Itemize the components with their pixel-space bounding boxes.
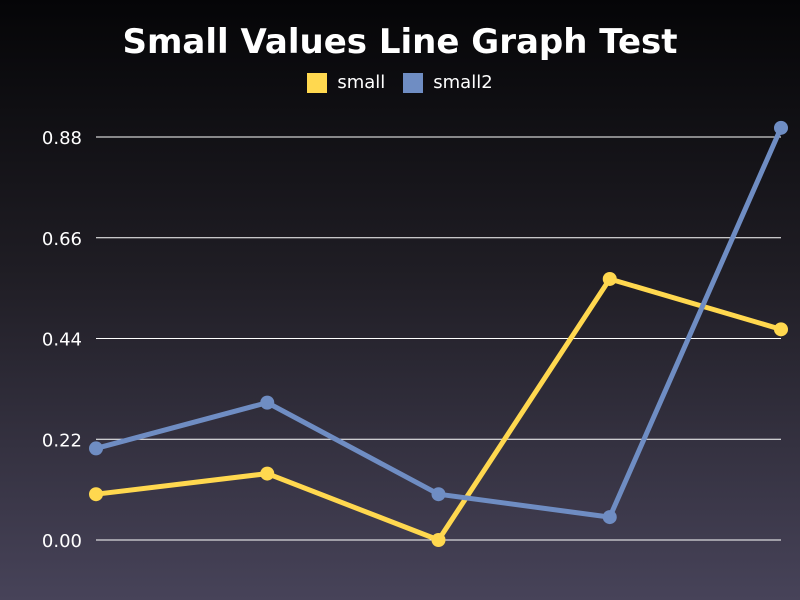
- data-point-small: [431, 533, 446, 547]
- data-point-small2: [774, 120, 788, 135]
- data-point-small2: [431, 487, 446, 502]
- data-point-small: [602, 271, 617, 286]
- legend-item-small: small: [307, 72, 385, 93]
- legend-label-small2: small2: [433, 72, 493, 93]
- data-point-small: [260, 466, 275, 481]
- legend-item-small2: small2: [403, 72, 493, 93]
- data-point-small: [774, 322, 788, 337]
- chart-title: Small Values Line Graph Test: [122, 22, 678, 62]
- y-tick-label: 0.44: [42, 330, 82, 351]
- data-point-small2: [89, 441, 103, 456]
- y-tick-label: 0.88: [42, 128, 82, 149]
- y-tick-label: 0.00: [42, 531, 82, 552]
- y-tick-label: 0.22: [42, 430, 82, 451]
- legend-swatch-small2: [403, 72, 424, 93]
- y-tick-label: 0.66: [42, 229, 82, 250]
- data-point-small2: [260, 395, 275, 410]
- legend-swatch-small: [307, 72, 328, 93]
- legend-label-small: small: [337, 72, 386, 93]
- data-point-small: [89, 487, 103, 502]
- legend: small small2: [0, 72, 800, 93]
- data-point-small2: [602, 510, 617, 525]
- series-line-small2: [93, 125, 784, 520]
